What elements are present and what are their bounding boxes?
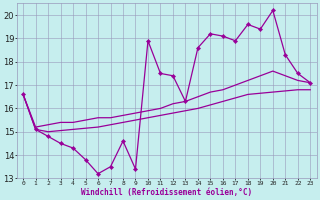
X-axis label: Windchill (Refroidissement éolien,°C): Windchill (Refroidissement éolien,°C) — [81, 188, 252, 197]
